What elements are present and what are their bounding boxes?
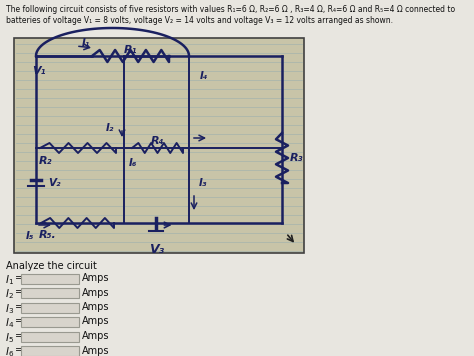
Text: $I_5$: $I_5$ bbox=[5, 331, 14, 345]
Text: R₅.: R₅. bbox=[39, 230, 57, 240]
Text: Amps: Amps bbox=[82, 273, 109, 283]
Text: R₁: R₁ bbox=[124, 45, 137, 55]
FancyBboxPatch shape bbox=[21, 288, 79, 298]
Text: I₄: I₄ bbox=[200, 71, 208, 81]
Text: $I_2$: $I_2$ bbox=[5, 288, 14, 301]
Text: $I_3$: $I_3$ bbox=[5, 302, 14, 316]
Text: V₂: V₂ bbox=[48, 178, 61, 188]
Text: =: = bbox=[15, 273, 23, 283]
Text: V₁: V₁ bbox=[32, 66, 46, 76]
Text: I₁: I₁ bbox=[82, 38, 90, 48]
Text: =: = bbox=[15, 331, 23, 341]
Text: =: = bbox=[15, 316, 23, 326]
Text: Amps: Amps bbox=[82, 331, 109, 341]
Text: Amps: Amps bbox=[82, 346, 109, 356]
Text: Analyze the circuit: Analyze the circuit bbox=[6, 261, 97, 271]
FancyBboxPatch shape bbox=[21, 273, 79, 283]
Text: V₃: V₃ bbox=[149, 243, 164, 256]
Text: I₂: I₂ bbox=[106, 123, 114, 133]
Text: R₂: R₂ bbox=[39, 156, 53, 166]
Bar bbox=[14, 38, 304, 253]
Text: =: = bbox=[15, 346, 23, 356]
Text: I₃: I₃ bbox=[199, 178, 207, 188]
Text: Amps: Amps bbox=[82, 302, 109, 312]
Text: R₄: R₄ bbox=[151, 136, 164, 146]
Text: $I_6$: $I_6$ bbox=[5, 346, 14, 356]
Text: $I_4$: $I_4$ bbox=[5, 316, 14, 330]
Text: I₅: I₅ bbox=[26, 231, 35, 241]
FancyBboxPatch shape bbox=[21, 317, 79, 327]
Text: $I_1$: $I_1$ bbox=[5, 273, 14, 287]
FancyBboxPatch shape bbox=[21, 331, 79, 341]
Text: Amps: Amps bbox=[82, 288, 109, 298]
Text: I₆: I₆ bbox=[129, 158, 137, 168]
Text: =: = bbox=[15, 288, 23, 298]
Text: The following circuit consists of five resistors with values R₁=6 Ω, R₂=6 Ω , R₃: The following circuit consists of five r… bbox=[6, 5, 455, 14]
Text: =: = bbox=[15, 302, 23, 312]
FancyBboxPatch shape bbox=[21, 303, 79, 313]
Text: R₃: R₃ bbox=[290, 153, 303, 163]
Text: batteries of voltage V₁ = 8 volts, voltage V₂ = 14 volts and voltage V₃ = 12 vol: batteries of voltage V₁ = 8 volts, volta… bbox=[6, 16, 393, 25]
FancyBboxPatch shape bbox=[21, 346, 79, 356]
Text: Amps: Amps bbox=[82, 316, 109, 326]
